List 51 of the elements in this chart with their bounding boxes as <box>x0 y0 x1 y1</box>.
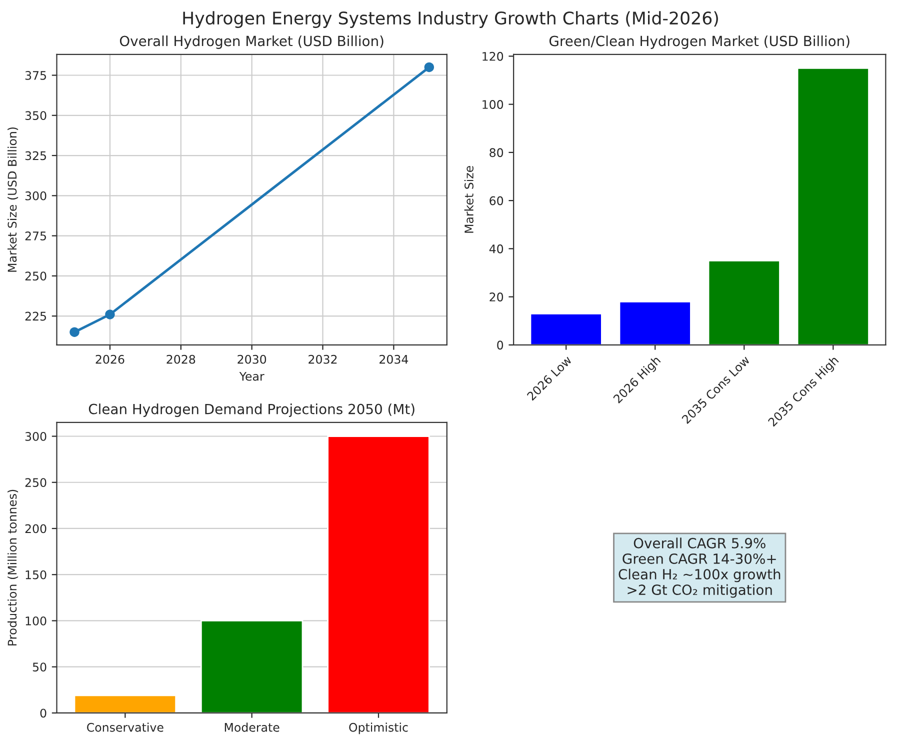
text: Overall CAGR 5.9% <box>634 538 766 548</box>
point <box>424 62 434 72</box>
text: >2 Gt CO₂ mitigation <box>628 584 772 598</box>
y-tick-label: 150 <box>26 570 46 580</box>
y-tick-label: 0 <box>497 340 504 350</box>
text: Hydrogen Energy Systems Industry Growth Charts (Mid-2026) <box>183 11 718 28</box>
x-tick-label: Optimistic <box>349 722 408 734</box>
y-axis-title: Market Size (USD Billion) <box>8 127 18 272</box>
point <box>70 327 80 337</box>
y-tick-label: 20 <box>490 292 504 302</box>
bar <box>74 694 177 713</box>
text: Clean H₂ ~100x growth <box>618 568 780 582</box>
point <box>105 310 115 320</box>
y-tick-label: 0 <box>40 708 46 718</box>
bar <box>530 312 602 345</box>
y-tick-label: 100 <box>26 616 46 626</box>
y-tick-label: 50 <box>32 662 46 672</box>
x-tick-label: 2026 <box>96 354 124 364</box>
x-tick-label: Moderate <box>224 722 280 732</box>
bar <box>327 436 430 713</box>
y-tick-label: 275 <box>25 232 46 240</box>
chart-title: Overall Hydrogen Market (USD Billion) <box>120 36 384 49</box>
x-tick-label: 2030 <box>238 354 266 364</box>
y-axis-title: Production (Million tonnes) <box>8 490 18 646</box>
chart-title: Clean Hydrogen Demand Projections 2050 (Mt) <box>88 404 414 417</box>
y-tick-label: 225 <box>25 312 46 321</box>
y-tick-label: 300 <box>25 432 46 441</box>
bar <box>708 260 780 345</box>
y-tick-label: 100 <box>482 100 504 109</box>
y-tick-label: 250 <box>25 478 46 488</box>
x-axis-title: Year <box>239 372 264 381</box>
y-tick-label: 60 <box>490 196 504 206</box>
bar <box>200 620 304 713</box>
y-axis-title: Market Size <box>464 166 474 233</box>
y-tick-label: 300 <box>25 191 46 200</box>
chart-title: Green/Clean Hydrogen Market (USD Billion) <box>549 36 850 49</box>
y-tick-label: 120 <box>482 52 504 61</box>
x-tick-label: 2034 <box>380 354 408 364</box>
y-tick-label: 80 <box>490 148 504 158</box>
bar <box>618 300 692 345</box>
y-tick-label: 200 <box>25 524 46 534</box>
bar <box>796 68 870 345</box>
y-tick-label: 325 <box>25 151 46 160</box>
y-tick-label: 375 <box>25 70 46 80</box>
y-tick-label: 250 <box>25 272 46 281</box>
y-tick-label: 350 <box>25 111 46 120</box>
text: Green CAGR 14-30%+ <box>622 553 776 564</box>
y-tick-label: 40 <box>489 244 504 254</box>
x-tick-label: 2032 <box>308 354 337 364</box>
x-tick-label: 2028 <box>166 354 196 364</box>
x-tick-label: Conservative <box>87 722 164 732</box>
